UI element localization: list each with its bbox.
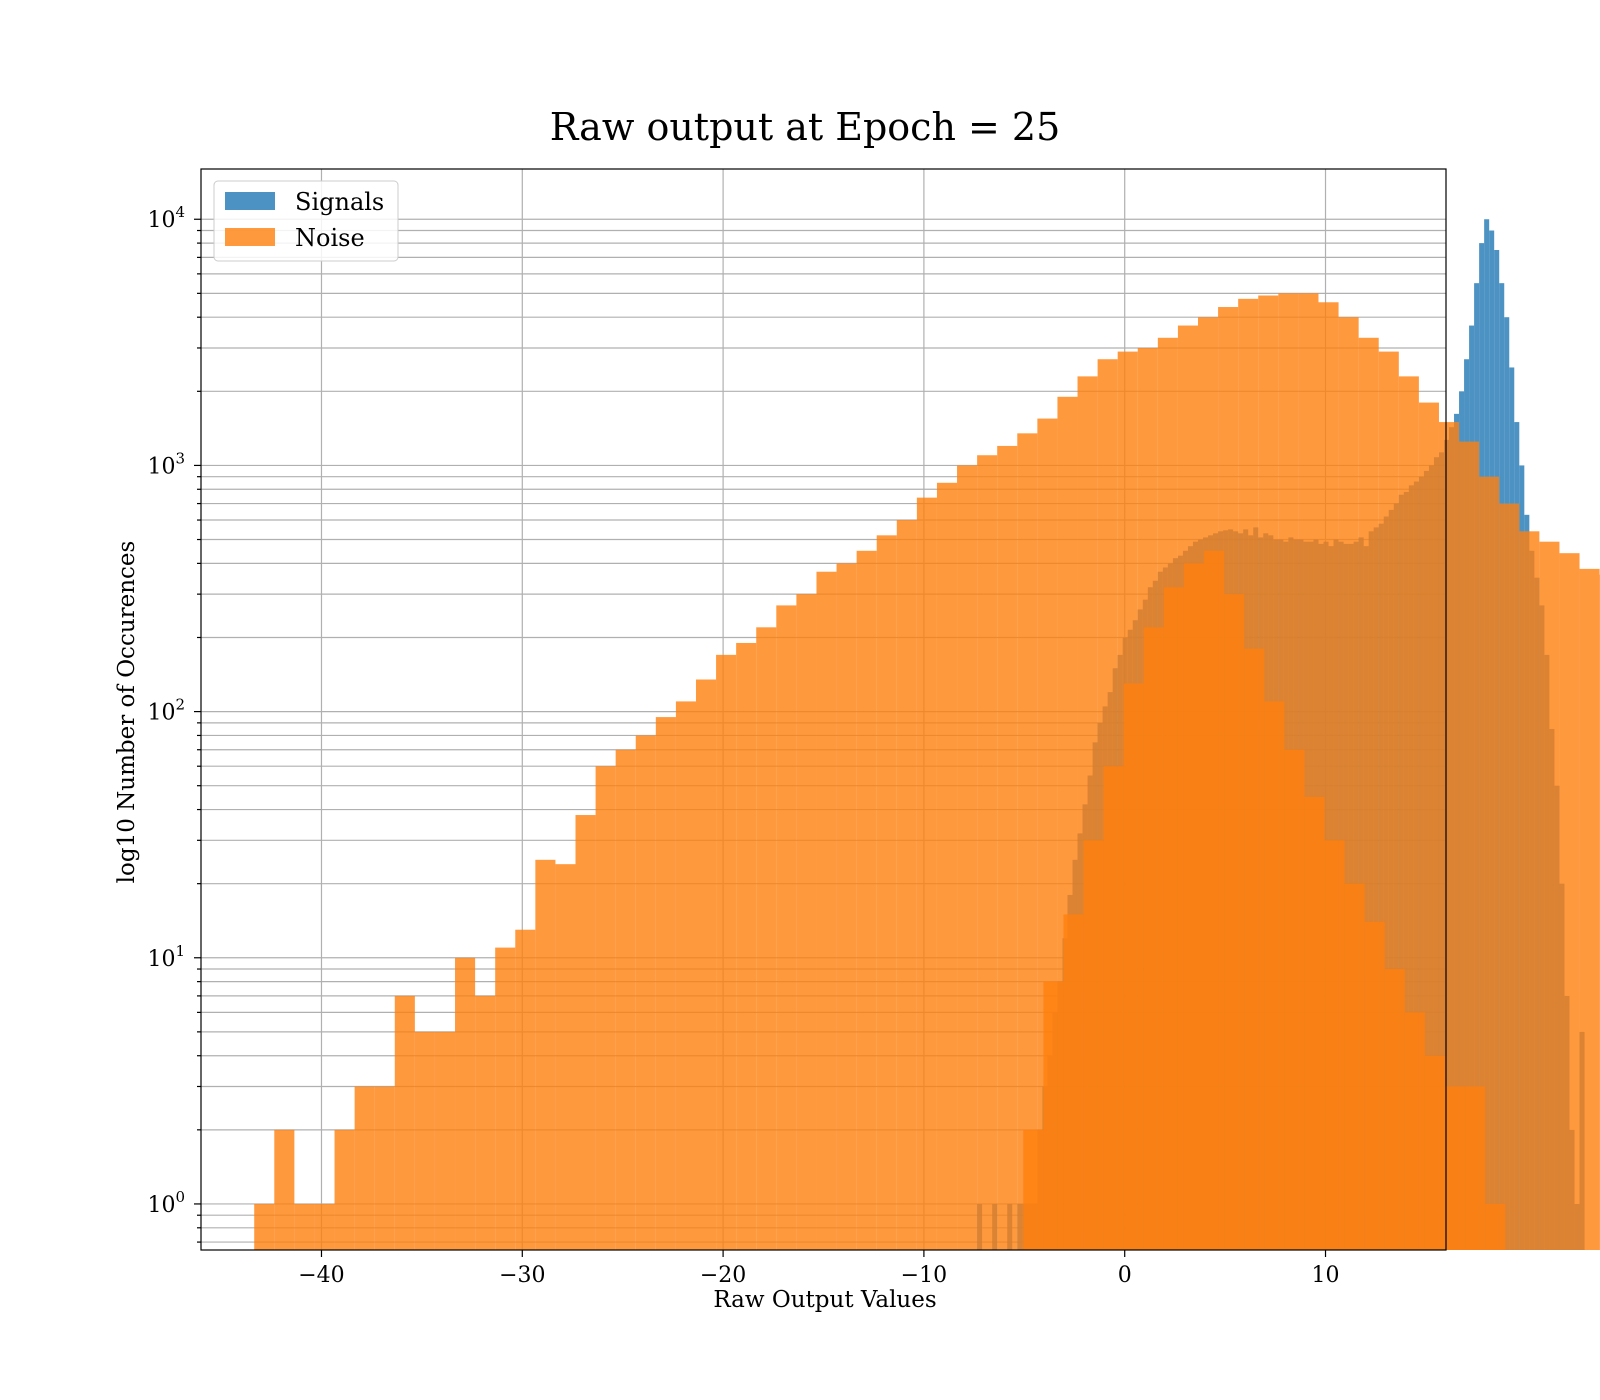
histogram-bar-series-2 [1264, 701, 1285, 1250]
histogram-bar-series-2 [1103, 766, 1124, 1250]
histogram-bar-series-1 [615, 749, 636, 1250]
histogram-bar-series-1 [374, 1086, 395, 1250]
histogram-bar-series-1 [1579, 568, 1600, 1250]
legend-label-signals: Signals [295, 188, 384, 216]
histogram-bar-series-1 [294, 1203, 315, 1250]
histogram-bar-series-1 [1459, 441, 1480, 1251]
histogram-bar-series-2 [1023, 1129, 1044, 1250]
histogram-bar-series-1 [816, 571, 837, 1250]
histogram-bar-series-2 [1123, 683, 1144, 1250]
histogram-bar-series-1 [957, 465, 978, 1250]
histogram-bar-series-1 [916, 497, 937, 1250]
histogram-bar-series-1 [776, 605, 797, 1250]
histogram-bar-series-2 [1364, 921, 1385, 1250]
histogram-bar-series-1 [836, 563, 857, 1250]
x-axis-ticks: −40 −30 −20 −10 0 10 [298, 1250, 1340, 1288]
histogram-bar-series-1 [856, 550, 877, 1250]
histogram-bar-series-2 [1284, 749, 1305, 1250]
histogram-bar-series-1 [977, 455, 998, 1250]
histogram-bar-series-1 [1559, 553, 1580, 1250]
plot-frame [200, 168, 1447, 1251]
histogram-bar-series-1 [354, 1086, 375, 1250]
histogram-bar-series-2 [1485, 1203, 1506, 1250]
histogram-bar-series-1 [334, 1129, 355, 1250]
histogram-bar-series-1 [1479, 476, 1500, 1250]
histogram-bar-series-2 [1143, 627, 1164, 1250]
y-tick-label: 101 [147, 942, 185, 972]
histogram-bar-series-1 [796, 594, 817, 1250]
x-axis-label: Raw Output Values [713, 1287, 936, 1313]
histogram-bar-series-1 [274, 1129, 295, 1250]
histogram-bar-series-1 [675, 701, 696, 1250]
histogram-bar-series-1 [495, 947, 516, 1250]
histogram-bar-series-1 [736, 642, 757, 1250]
histogram-bar-series-2 [1163, 587, 1184, 1250]
histogram-bar-series-1 [314, 1203, 335, 1250]
x-tick-label: −40 [298, 1263, 344, 1288]
histogram-bar-series-2 [1465, 1086, 1486, 1250]
x-tick-label: 10 [1312, 1263, 1340, 1288]
legend-swatch-noise [225, 228, 275, 246]
histogram-bar-series-1 [997, 445, 1018, 1251]
y-tick-label: 103 [147, 449, 185, 479]
histogram-bar-series-1 [1539, 541, 1560, 1250]
histogram-bar-series-2 [1404, 1012, 1425, 1250]
histogram-bar-series-2 [1183, 563, 1205, 1250]
x-tick-label: −30 [499, 1263, 545, 1288]
legend-swatch-signals [225, 192, 275, 210]
histogram-bar-series-1 [575, 815, 596, 1250]
y-axis-label: log10 Number of Occurences [114, 541, 140, 884]
y-axis-ticks: 100 101 102 103 104 [147, 203, 201, 1243]
histogram-bar-series-1 [1519, 531, 1540, 1250]
histogram-bar-series-1 [1499, 503, 1520, 1250]
legend-label-noise: Noise [295, 224, 365, 252]
histogram-bar-series-2 [1224, 594, 1245, 1250]
histogram-bar-series-1 [716, 654, 737, 1250]
histogram-bar-series-2 [1063, 914, 1084, 1250]
histogram-bar-series-2 [1444, 1086, 1466, 1250]
histogram-bar-series-1 [515, 929, 536, 1250]
histogram-bar-series-1 [535, 859, 556, 1250]
histogram-bar-series-2 [1384, 969, 1405, 1250]
histogram-bar-series-1 [635, 735, 656, 1250]
legend: Signals Noise [213, 180, 399, 262]
histogram-bar-series-2 [1324, 840, 1345, 1250]
histogram-bar-series-2 [1244, 648, 1265, 1250]
histogram-bar-series-2 [1043, 981, 1064, 1250]
y-tick-label: 100 [147, 1188, 185, 1218]
histogram-bar-series-1 [756, 627, 777, 1250]
histogram-bar-series-1 [555, 864, 576, 1250]
histogram-bar-series-2 [1424, 1055, 1445, 1250]
histogram-bar-series-1 [936, 482, 958, 1251]
histogram-bar-series-2 [1344, 883, 1365, 1250]
y-tick-label: 104 [147, 203, 185, 233]
histogram-bar-series-1 [455, 957, 476, 1250]
histogram-bar-series-1 [254, 1203, 275, 1250]
histogram-bar-series-1 [1438, 422, 1460, 1250]
chart-title: Raw output at Epoch = 25 [550, 105, 1061, 149]
x-tick-label: −10 [901, 1263, 947, 1288]
histogram-bar-series-1 [655, 717, 676, 1250]
histogram-bar-series-2 [1204, 550, 1225, 1250]
histogram-bar-series-1 [876, 535, 897, 1250]
histogram-bar-series-1 [394, 995, 415, 1250]
axes-frame [200, 168, 1447, 1251]
histogram-bar-series-1 [434, 1031, 456, 1250]
bars-layer [254, 219, 1600, 1251]
histogram-bar-series-1 [695, 679, 717, 1250]
histogram-bar-series-2 [1083, 840, 1104, 1250]
histogram-bar-series-1 [414, 1031, 435, 1250]
histogram-bar-series-1 [595, 766, 616, 1250]
histogram-bar-series-1 [1017, 433, 1038, 1250]
y-tick-label: 102 [147, 696, 185, 726]
x-tick-label: −20 [700, 1263, 746, 1288]
histogram-bar-series-1 [896, 520, 917, 1250]
histogram-bar-series-1 [475, 995, 496, 1250]
x-tick-label: 0 [1118, 1263, 1132, 1288]
histogram-bar-series-2 [1304, 796, 1325, 1250]
